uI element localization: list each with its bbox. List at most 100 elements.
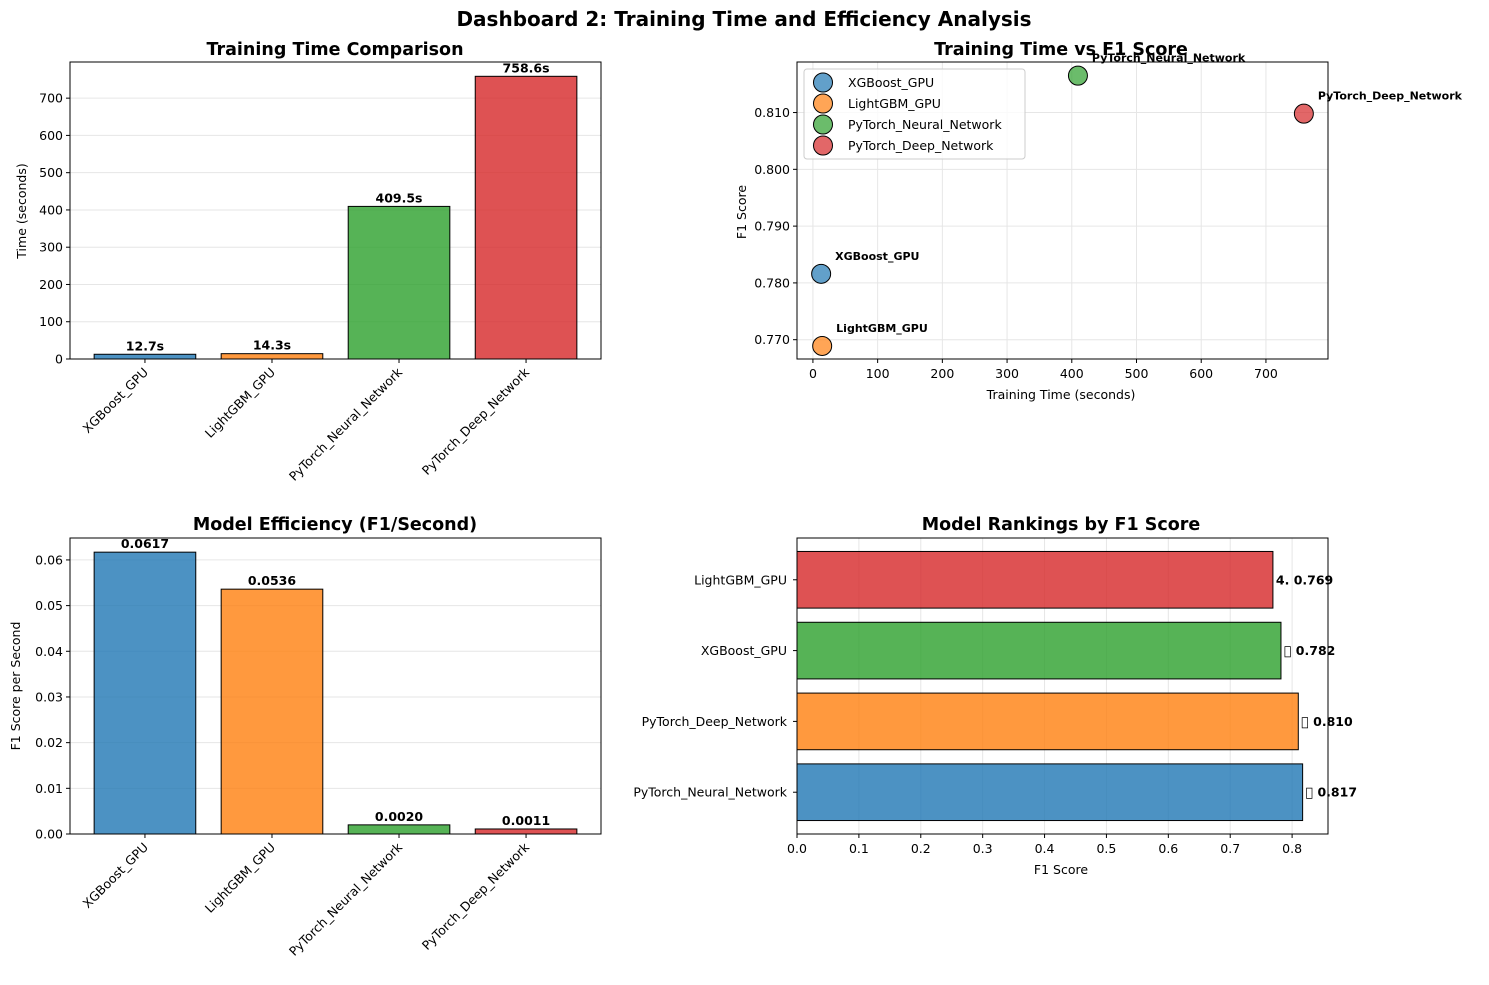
rankings-x-tick-label: 0.6 — [1158, 841, 1178, 856]
training-time-x-tick-label: PyTorch_Neural_Network — [286, 364, 406, 484]
rankings-data-label: 4. 0.769 — [1276, 572, 1333, 587]
time-vs-f1-x-tick-label: 400 — [1060, 366, 1084, 381]
training-time-data-label: 758.6s — [503, 60, 550, 75]
efficiency-y-tick-label: 0.02 — [35, 735, 63, 750]
efficiency-bar — [347, 824, 451, 835]
rankings-data-label:   0.782 — [1284, 643, 1335, 658]
efficiency-x-ticks: XGBoost_GPU LightGBM_GPU PyTorch_Neural_Ne… — [80, 834, 533, 959]
rankings-y-tick-label: PyTorch_Deep_Network — [642, 714, 788, 729]
training-time-data-label: 12.7s — [126, 338, 164, 353]
efficiency-x-tick-label: PyTorch_Neural_Network — [286, 839, 406, 959]
rankings-chart-title: Model Rankings by F1 Score — [922, 515, 1201, 535]
rankings-y-tick-label: XGBoost_GPU — [701, 643, 787, 658]
efficiency-data-label: 0.0020 — [375, 809, 424, 824]
time-vs-f1-grid — [797, 62, 1328, 359]
time-vs-f1-y-tick-label: 0.810 — [754, 105, 790, 120]
rankings-y-ticks: PyTorch_Neural_Network PyTorch_Deep_Netwo… — [633, 572, 797, 800]
time-vs-f1-point-labels: XGBoost_GPU LightGBM_GPU PyTorch_Neural_Ne… — [835, 52, 1463, 335]
time-vs-f1-y-tick-label: 0.800 — [754, 162, 790, 177]
time-vs-f1-x-tick-label: 600 — [1189, 366, 1213, 381]
time-vs-f1-y-tick-label: 0.770 — [754, 332, 790, 347]
time-vs-f1-x-axis-label: Training Time (seconds) — [986, 387, 1136, 402]
rankings-x-tick-label: 0.7 — [1220, 841, 1240, 856]
efficiency-x-tick-label: XGBoost_GPU — [80, 840, 152, 912]
time-vs-f1-legend-label: LightGBM_GPU — [848, 96, 941, 111]
rankings-bar — [796, 763, 1304, 822]
rankings-data-label:   0.810 — [1301, 714, 1353, 729]
rankings-x-tick-label: 0.2 — [911, 841, 931, 856]
rankings-bar — [796, 692, 1299, 751]
time-vs-f1-y-axis-label: F1 Score — [734, 185, 749, 239]
time-vs-f1-point-label: LightGBM_GPU — [836, 322, 928, 335]
efficiency-chart: Model Efficiency (F1/Second) F1 Score pe… — [8, 515, 602, 959]
efficiency-y-tick-label: 0.04 — [35, 644, 63, 659]
training-time-data-label: 409.5s — [376, 190, 423, 205]
time-vs-f1-axes-frame — [796, 61, 1329, 360]
efficiency-bar — [93, 551, 197, 835]
efficiency-y-tick-label: 0.05 — [35, 598, 63, 613]
training-time-bar — [220, 353, 324, 360]
training-time-data-label: 14.3s — [253, 338, 291, 353]
time-vs-f1-chart-title: Training Time vs F1 Score — [934, 40, 1188, 60]
time-vs-f1-y-tick-label: 0.790 — [754, 219, 790, 234]
time-vs-f1-point-label: XGBoost_GPU — [835, 250, 919, 263]
time-vs-f1-x-tick-label: 500 — [1125, 366, 1149, 381]
rankings-y-tick-label: PyTorch_Neural_Network — [633, 785, 787, 800]
time-vs-f1-x-tick-label: 0 — [809, 366, 817, 381]
efficiency-bar — [474, 828, 578, 835]
time-vs-f1-y-tick-label: 0.780 — [754, 275, 790, 290]
efficiency-y-tick-label: 0.03 — [35, 689, 63, 704]
training-time-y-tick-label: 200 — [39, 277, 63, 292]
training-time-y-tick-label: 600 — [39, 128, 63, 143]
efficiency-y-tick-label: 0.00 — [35, 827, 63, 842]
training-time-bar — [93, 353, 197, 360]
time-vs-f1-x-tick-label: 700 — [1254, 366, 1278, 381]
rankings-y-tick-label: LightGBM_GPU — [694, 572, 787, 587]
efficiency-y-tick-label: 0.06 — [35, 552, 63, 567]
efficiency-bars — [93, 551, 578, 835]
time-vs-f1-points — [811, 65, 1314, 356]
efficiency-axes-frame — [69, 537, 602, 835]
training-time-y-tick-label: 700 — [39, 91, 63, 106]
efficiency-y-ticks: 0.00 0.01 0.02 0.03 0.04 0.05 0.06 — [35, 552, 70, 842]
rankings-data-labels:   0.817   0.810   0.782 4. 0.769 — [1276, 572, 1357, 799]
rankings-bar — [796, 621, 1282, 680]
time-vs-f1-chart: Training Time vs F1 Score F1 Score Train… — [734, 40, 1463, 402]
efficiency-bar — [220, 588, 324, 835]
rankings-x-tick-label: 0.1 — [849, 841, 869, 856]
efficiency-chart-title: Model Efficiency (F1/Second) — [193, 515, 477, 535]
efficiency-data-label: 0.0617 — [121, 536, 169, 551]
time-vs-f1-legend: XGBoost_GPU LightGBM_GPU PyTorch_Neural_Ne… — [803, 68, 1026, 160]
rankings-x-tick-label: 0.3 — [973, 841, 993, 856]
time-vs-f1-x-tick-label: 300 — [995, 366, 1019, 381]
training-time-x-tick-label: PyTorch_Deep_Network — [419, 364, 533, 478]
training-time-y-tick-label: 100 — [39, 314, 63, 329]
time-vs-f1-point — [1067, 65, 1088, 86]
training-time-bars — [93, 75, 578, 360]
training-time-chart-title: Training Time Comparison — [206, 40, 463, 60]
training-time-grid — [70, 97, 601, 360]
time-vs-f1-point — [1293, 103, 1314, 124]
time-vs-f1-point — [812, 335, 833, 356]
efficiency-y-tick-label: 0.01 — [35, 781, 63, 796]
training-time-x-tick-label: LightGBM_GPU — [202, 365, 278, 441]
time-vs-f1-legend-box — [803, 68, 1026, 160]
rankings-x-tick-label: 0.8 — [1282, 841, 1302, 856]
time-vs-f1-x-tick-label: 200 — [930, 366, 954, 381]
rankings-x-ticks: 0.0 0.1 0.2 0.3 0.4 0.5 0.6 0.7 0.8 — [787, 834, 1302, 856]
training-time-y-axis-label: Time (seconds) — [14, 163, 29, 259]
efficiency-data-label: 0.0536 — [248, 573, 297, 588]
rankings-chart: Model Rankings by F1 Score F1 Score   0.… — [633, 515, 1357, 877]
training-time-y-ticks: 0 100 200 300 400 500 600 700 — [39, 91, 70, 367]
rankings-x-tick-label: 0.0 — [787, 841, 807, 856]
time-vs-f1-legend-swatch — [813, 93, 833, 114]
rankings-x-tick-label: 0.4 — [1035, 841, 1055, 856]
efficiency-data-label: 0.0011 — [502, 813, 550, 828]
efficiency-data-labels: 0.0617 0.0536 0.0020 0.0011 — [121, 536, 550, 828]
efficiency-x-tick-label: PyTorch_Deep_Network — [419, 839, 533, 953]
training-time-chart: Training Time Comparison Time (seconds) … — [14, 40, 602, 484]
training-time-y-tick-label: 300 — [39, 240, 63, 255]
rankings-bars — [796, 550, 1304, 822]
time-vs-f1-y-ticks: 0.770 0.780 0.790 0.800 0.810 — [754, 105, 797, 347]
rankings-data-label:   0.817 — [1306, 785, 1357, 800]
